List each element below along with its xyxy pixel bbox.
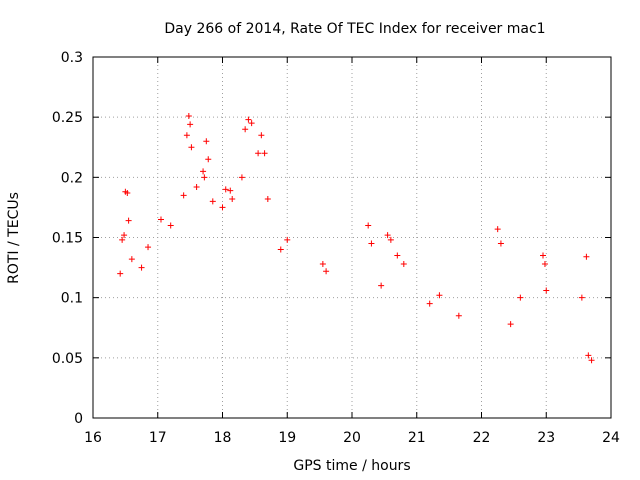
data-point [167,222,174,229]
data-point [543,287,550,294]
data-point [193,183,200,190]
data-point [588,357,595,364]
data-point [124,189,131,196]
data-point [394,252,401,259]
data-point [205,156,212,163]
data-point [180,192,187,199]
x-tick-label: 18 [214,430,232,446]
data-point [264,195,271,202]
data-point [400,260,407,267]
data-point [188,144,195,151]
data-point [229,195,236,202]
y-tick-label: 0.25 [52,110,83,126]
x-tick-label: 23 [537,430,555,446]
data-point [585,352,592,359]
x-tick-label: 19 [278,430,296,446]
data-point [125,217,132,224]
data-point [507,321,514,328]
data-point [387,236,394,243]
data-point [258,132,265,139]
x-tick-label: 22 [473,430,491,446]
data-point [284,236,291,243]
x-tick-label: 24 [602,430,620,446]
data-point [517,294,524,301]
y-tick-label: 0 [74,411,83,427]
y-tick-labels: 0 0.05 0.1 0.15 0.2 0.25 0.3 [52,50,83,427]
data-point [541,260,548,267]
data-point [157,216,164,223]
data-point [455,312,462,319]
data-point [378,282,385,289]
x-tick-label: 21 [408,430,426,446]
data-point [323,268,330,275]
data-point [578,294,585,301]
data-point [365,222,372,229]
data-point [121,232,128,239]
x-tick-label: 17 [149,430,167,446]
data-point [540,252,547,259]
x-tick-labels: 16 17 18 19 20 21 22 23 24 [84,430,620,446]
y-axis-label: ROTI / TECUs [6,192,22,284]
y-tick-label: 0.1 [61,291,83,307]
data-point [128,256,135,263]
data-point [203,138,210,145]
data-point [183,132,190,139]
data-point [384,232,391,239]
data-point [277,246,284,253]
data-point [187,121,194,128]
data-point [255,150,262,157]
data-point [368,240,375,247]
data-point [222,186,229,193]
data-point [209,198,216,205]
y-tick-label: 0.15 [52,231,83,247]
data-point [200,168,207,175]
data-point [238,174,245,181]
data-point [138,264,145,271]
data-point [261,150,268,157]
data-point [242,126,249,133]
x-axis-label: GPS time / hours [293,458,410,474]
data-point [583,253,590,260]
data-point [436,292,443,299]
data-point [185,112,192,119]
data-point [145,244,152,251]
data-point [426,300,433,307]
data-point [117,270,124,277]
data-points [117,112,595,364]
data-point [245,116,252,123]
x-tick-label: 16 [84,430,102,446]
x-tick-label: 20 [343,430,361,446]
y-tick-label: 0.05 [52,351,83,367]
data-point [248,120,255,127]
y-tick-label: 0.3 [61,50,83,66]
data-point [119,236,126,243]
axis-ticks [92,56,612,419]
data-point [319,260,326,267]
data-point [497,240,504,247]
y-tick-label: 0.2 [61,170,83,186]
data-point [219,204,226,211]
data-point [201,174,208,181]
data-point [227,187,234,194]
chart-title: Day 266 of 2014, Rate Of TEC Index for r… [164,21,545,37]
data-point [494,226,501,233]
